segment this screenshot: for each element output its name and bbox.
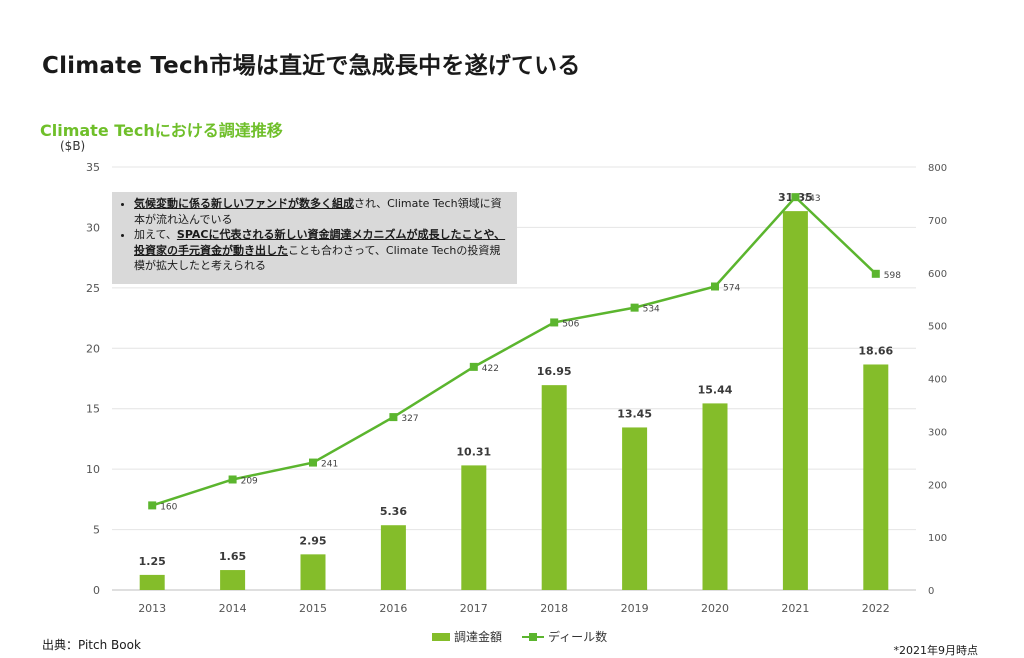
y2-tick-label: 600 [928, 269, 947, 280]
line-value-label: 574 [723, 283, 740, 293]
bar-value-label: 5.36 [380, 505, 407, 518]
y-tick-label: 35 [86, 161, 100, 174]
y-tick-label: 10 [86, 463, 100, 476]
line-point [148, 501, 157, 510]
line-point [711, 282, 719, 291]
y-tick-label: 0 [93, 584, 100, 597]
x-tick-label: 2018 [540, 602, 568, 615]
y2-tick-label: 100 [928, 533, 947, 544]
line-value-label: 241 [321, 460, 338, 470]
chart-title: Climate Techにおける調達推移 [40, 121, 283, 140]
y2-tick-label: 800 [928, 163, 947, 174]
bar-value-label: 18.66 [858, 344, 893, 357]
series-line [151, 195, 877, 507]
line-point [228, 475, 237, 484]
bar [702, 403, 728, 590]
line-value-label: 327 [401, 414, 418, 424]
bar-value-label: 1.25 [139, 555, 166, 568]
x-tick-label: 2017 [460, 602, 488, 615]
x-tick-label: 2019 [621, 602, 649, 615]
x-tick-label: 2020 [701, 602, 729, 615]
page-title: Climate Tech市場は直近で急成長中を遂げている [42, 53, 581, 79]
bar-value-label: 10.31 [456, 445, 491, 458]
bar [863, 364, 889, 590]
x-tick-label: 2022 [862, 602, 890, 615]
legend-line-swatch [522, 632, 545, 641]
legend-label-line: ディール数 [548, 630, 608, 644]
y2-tick-label: 400 [928, 375, 947, 386]
annotation-text: され、Climate Tech領域に資本が流れ込んでいる [134, 197, 502, 226]
annotation-box: 気候変動に係る新しいファンドが数多く組成され、Climate Tech領域に資本… [112, 192, 517, 284]
source-note: 出典：Pitch Book [42, 638, 141, 652]
bar-value-label: 15.44 [698, 383, 733, 396]
y2-tick-label: 0 [928, 586, 934, 597]
line-value-label: 598 [884, 271, 901, 281]
chart-legend: 調達金額 ディール数 [432, 628, 607, 645]
y-axis-unit-label: ($B) [60, 139, 86, 153]
annotation-emphasis: 気候変動に係る新しいファンドが数多く組成 [134, 197, 354, 210]
bar-value-label: 16.95 [537, 365, 572, 378]
y2-tick-label: 700 [928, 216, 947, 227]
x-tick-label: 2014 [219, 602, 247, 615]
line-point [550, 318, 559, 327]
y-tick-label: 20 [86, 342, 100, 355]
line-value-label: 160 [160, 502, 177, 512]
bar-value-label: 13.45 [617, 407, 652, 420]
y-tick-label: 30 [86, 221, 100, 234]
y-tick-label: 25 [86, 282, 100, 295]
x-tick-label: 2016 [379, 602, 407, 615]
bar [300, 554, 326, 590]
y-tick-label: 15 [86, 403, 100, 416]
line-point [389, 413, 398, 422]
footnote: *2021年9月時点 [893, 644, 979, 657]
legend-label-bar: 調達金額 [454, 630, 503, 644]
line-value-label: 209 [241, 476, 258, 486]
x-tick-label: 2015 [299, 602, 327, 615]
bar [541, 385, 567, 590]
x-tick-label: 2021 [781, 602, 809, 615]
line-value-label: 534 [643, 305, 660, 315]
annotation-item-2: 加えて、SPACに代表される新しい資金調達メカニズムが成長したことや、投資家の手… [134, 227, 509, 274]
line-value-label: 743 [803, 194, 820, 204]
line-value-label: 422 [482, 364, 499, 374]
line-point [630, 303, 639, 312]
x-tick-label: 2013 [138, 602, 166, 615]
bar [782, 211, 808, 590]
line-point [791, 193, 800, 202]
y2-tick-label: 200 [928, 480, 947, 491]
bar-value-label: 2.95 [299, 534, 326, 547]
bar [220, 570, 246, 590]
y2-tick-label: 300 [928, 427, 947, 438]
line-point [309, 458, 317, 467]
y-tick-label: 5 [93, 524, 100, 537]
line-point [469, 362, 478, 371]
annotation-item-1: 気候変動に係る新しいファンドが数多く組成され、Climate Tech領域に資本… [134, 196, 509, 227]
bar [139, 574, 165, 590]
bar [622, 427, 648, 590]
annotation-text: ことも合わさって、Climate Techの投資規模が拡大したと考えられる [134, 243, 501, 273]
bar [380, 525, 406, 590]
annotation-prefix: 加えて、 [134, 228, 177, 241]
y2-tick-label: 500 [928, 322, 947, 333]
line-value-label: 506 [562, 319, 579, 329]
annotation-emphasis: SPACに代表される新しい資金調達メカニズムが成長したことや、投資家の手元資金が… [134, 228, 506, 257]
bar-value-label: 1.65 [219, 550, 246, 563]
bar [461, 465, 487, 590]
legend-bar-swatch [432, 632, 450, 641]
line-point [871, 269, 880, 278]
